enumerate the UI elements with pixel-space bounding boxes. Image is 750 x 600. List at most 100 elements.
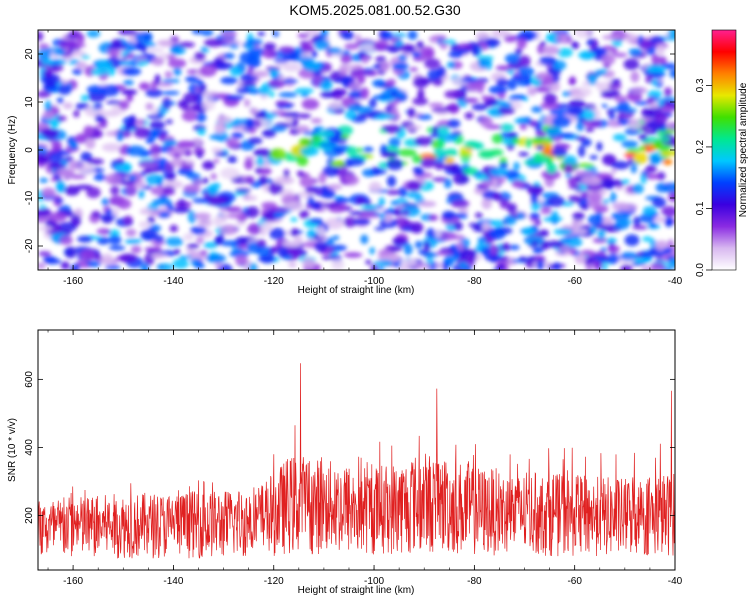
- heatmap-cell: [226, 138, 240, 147]
- heatmap-cell: [546, 163, 557, 174]
- heatmap-cell: [128, 175, 138, 181]
- heatmap-cell: [50, 117, 59, 130]
- x-tick-label: -100: [364, 276, 384, 287]
- heatmap-cell: [664, 216, 674, 228]
- heatmap-cell: [344, 43, 360, 50]
- heatmap-cell: [166, 54, 176, 61]
- heatmap-cell: [386, 78, 396, 86]
- heatmap-cell: [647, 97, 655, 105]
- heatmap-cell: [118, 100, 130, 110]
- heatmap-cell: [613, 52, 628, 58]
- heatmap-cell: [274, 176, 295, 185]
- heatmap-cell: [649, 154, 662, 165]
- heatmap-cell: [390, 92, 398, 98]
- heatmap-cell: [386, 158, 404, 171]
- heatmap-cell: [651, 197, 667, 208]
- heatmap-cell: [38, 262, 46, 269]
- heatmap-cell: [101, 215, 114, 224]
- heatmap-cell: [410, 221, 424, 234]
- heatmap-cell: [250, 181, 263, 188]
- heatmap-cell: [621, 140, 639, 148]
- heatmap-cell: [650, 262, 665, 270]
- heatmap-cell: [159, 132, 166, 142]
- page-title: KOM5.2025.081.00.52.G30: [289, 2, 461, 18]
- heatmap-cell: [237, 81, 257, 87]
- heatmap-cell: [556, 103, 571, 109]
- heatmap-cell: [138, 160, 159, 169]
- heatmap-cell: [610, 78, 621, 85]
- snr-plot-frame: [37, 329, 676, 571]
- heatmap-cell: [565, 106, 585, 116]
- heatmap-cell: [574, 30, 591, 39]
- heatmap-cell: [513, 161, 520, 171]
- heatmap-cell: [247, 223, 263, 235]
- heatmap-cell: [209, 93, 228, 97]
- heatmap-cell: [391, 106, 399, 117]
- heatmap-cell: [600, 68, 607, 75]
- heatmap-cell: [169, 224, 179, 233]
- colorbar-frame: [711, 29, 737, 271]
- heatmap-cell: [459, 152, 473, 158]
- heatmap-cell: [463, 167, 478, 175]
- heatmap-cell: [624, 234, 640, 247]
- heatmap-cell: [54, 169, 75, 176]
- heatmap-cell: [596, 81, 606, 92]
- heatmap-cell: [273, 58, 289, 63]
- heatmap-cell: [543, 76, 554, 86]
- heatmap-cell: [586, 38, 593, 46]
- heatmap-cell: [267, 79, 286, 89]
- heatmap-cell: [563, 164, 574, 174]
- heatmap-cell: [119, 60, 131, 67]
- heatmap-cell: [587, 214, 604, 226]
- heatmap-cell: [360, 88, 369, 100]
- heatmap-cell: [431, 125, 440, 136]
- heatmap-cell: [646, 90, 663, 97]
- heatmap-cell: [495, 78, 509, 87]
- heatmap-cell: [248, 263, 258, 270]
- heatmap-cell: [235, 188, 252, 193]
- heatmap-cell: [464, 112, 474, 120]
- heatmap-cell: [123, 162, 132, 174]
- heatmap-cell: [269, 69, 279, 78]
- heatmap-cell: [327, 183, 343, 191]
- heatmap-cell: [112, 159, 125, 164]
- heatmap-cell: [181, 105, 193, 112]
- heatmap-cell: [328, 101, 343, 110]
- heatmap-cell: [116, 131, 124, 142]
- heatmap-cell: [225, 206, 242, 213]
- heatmap-cell: [529, 212, 541, 219]
- heatmap-cell: [147, 114, 164, 120]
- heatmap-cell: [107, 48, 120, 57]
- heatmap-cell: [423, 241, 430, 253]
- heatmap-cell: [260, 221, 273, 231]
- heatmap-cell: [333, 109, 345, 114]
- heatmap-cell: [375, 56, 387, 62]
- heatmap-cell: [245, 176, 255, 185]
- heatmap-cell: [169, 46, 186, 55]
- heatmap-cell: [620, 264, 633, 270]
- heatmap-cell: [568, 77, 577, 86]
- heatmap-cell: [630, 164, 637, 174]
- heatmap-cell: [617, 100, 630, 112]
- heatmap-cell: [75, 133, 88, 144]
- heatmap-cell: [611, 32, 631, 39]
- heatmap-cell: [411, 51, 422, 58]
- heatmap-cell: [163, 140, 178, 147]
- heatmap-cell: [185, 75, 200, 83]
- heatmap-cell: [75, 102, 90, 110]
- heatmap-cell: [588, 166, 597, 172]
- heatmap-cell: [541, 45, 560, 55]
- heatmap-cell: [392, 62, 409, 71]
- heatmap-cell: [55, 198, 64, 203]
- heatmap-cell: [51, 140, 62, 151]
- heatmap-cell: [41, 187, 56, 199]
- heatmap-cell: [387, 45, 401, 53]
- heatmap-cell: [630, 71, 640, 83]
- heatmap-cell: [386, 175, 397, 187]
- heatmap-cell: [600, 265, 608, 270]
- heatmap-cell: [79, 249, 96, 261]
- heatmap-cell: [125, 53, 135, 59]
- heatmap-cell: [621, 179, 630, 185]
- heatmap-cell: [579, 118, 587, 122]
